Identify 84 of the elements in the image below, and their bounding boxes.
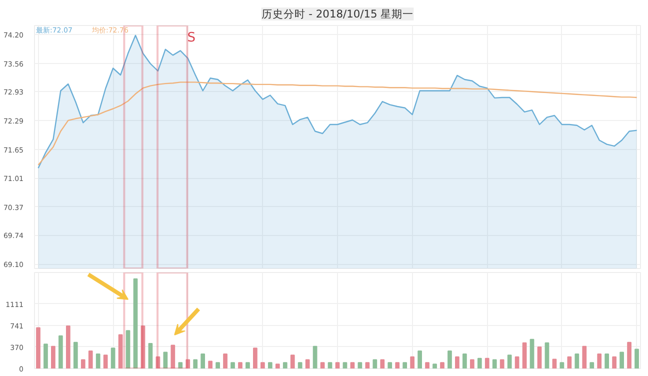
bar <box>51 346 56 368</box>
bar <box>186 359 190 368</box>
bar <box>567 356 572 368</box>
bar <box>103 354 108 368</box>
bar <box>537 346 542 368</box>
line-series <box>38 82 638 166</box>
bar <box>350 362 355 368</box>
bar <box>148 342 153 368</box>
bar <box>253 348 258 368</box>
bar <box>96 353 100 368</box>
bar <box>230 362 235 368</box>
bar <box>73 342 78 368</box>
bar <box>507 354 512 368</box>
bar <box>530 338 534 368</box>
bar <box>484 358 490 368</box>
bar <box>560 362 564 368</box>
bar <box>156 356 160 368</box>
bar <box>118 334 123 368</box>
bar <box>88 350 93 368</box>
bar <box>223 353 228 368</box>
bar <box>395 362 400 368</box>
bar <box>298 362 302 368</box>
bar <box>432 364 437 368</box>
bar <box>620 352 624 368</box>
bar <box>282 362 288 368</box>
bar <box>66 326 70 368</box>
bar <box>133 278 138 368</box>
bar <box>365 362 370 368</box>
bar <box>604 353 610 368</box>
bar <box>500 359 504 368</box>
bar <box>208 360 212 368</box>
bar <box>402 362 408 368</box>
bar <box>126 330 130 368</box>
bar <box>372 359 378 368</box>
bar <box>552 358 557 368</box>
bar <box>380 359 385 368</box>
bar <box>418 350 422 368</box>
bar <box>140 326 146 368</box>
bar <box>358 362 362 368</box>
bar <box>275 364 280 368</box>
bar <box>246 362 250 368</box>
bar <box>170 344 176 368</box>
bar <box>44 344 48 368</box>
bar <box>320 362 325 368</box>
bar <box>440 362 444 368</box>
bar <box>290 354 295 368</box>
bar <box>200 353 206 368</box>
bar <box>80 359 86 368</box>
bar <box>462 353 467 368</box>
bar <box>335 362 340 368</box>
bar <box>634 348 639 368</box>
bar <box>425 362 430 368</box>
bar <box>574 353 580 368</box>
bar <box>268 362 272 368</box>
bar <box>627 342 632 368</box>
bar <box>260 362 265 368</box>
bar <box>477 358 482 368</box>
bar <box>544 342 550 368</box>
bar <box>410 356 414 368</box>
bar <box>193 359 198 368</box>
bar <box>612 356 616 368</box>
bar <box>163 352 168 368</box>
bar <box>110 348 116 368</box>
bar <box>36 327 40 368</box>
bar <box>238 362 242 368</box>
bar <box>305 359 310 368</box>
bar <box>312 346 318 368</box>
bar <box>178 362 183 368</box>
bar <box>514 356 520 368</box>
bar <box>342 362 348 368</box>
bar <box>582 346 587 368</box>
bar <box>455 356 460 368</box>
bar <box>590 362 594 368</box>
bar <box>216 362 220 368</box>
bar <box>470 359 474 368</box>
bar <box>597 353 602 368</box>
bar <box>522 342 527 368</box>
annotation: S <box>187 30 196 46</box>
bar <box>388 362 392 368</box>
bar <box>58 335 63 368</box>
chart-title: 历史分时 - 2018/10/15 星期一 <box>261 8 414 20</box>
bar <box>448 350 452 368</box>
bar <box>492 359 497 368</box>
bar <box>328 362 332 368</box>
